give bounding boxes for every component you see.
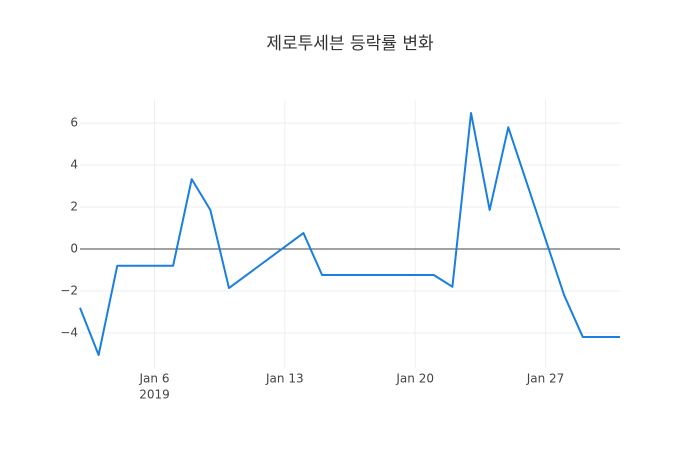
y-tick-label: 4 <box>70 158 78 172</box>
x-tick-label: Jan 27 <box>526 372 565 386</box>
x-year-label: 2019 <box>139 388 170 402</box>
chart-title: 제로투세븐 등락률 변화 <box>266 34 434 54</box>
y-tick-label: −4 <box>60 325 78 339</box>
x-tick-label: Jan 13 <box>265 372 304 386</box>
y-tick-label: 2 <box>70 200 78 214</box>
y-tick-label: 6 <box>70 116 78 130</box>
line <box>79 112 620 356</box>
y-tick-label: −2 <box>60 283 78 297</box>
x-tick-label: Jan 6 <box>139 372 170 386</box>
y-tick-label: 0 <box>70 242 78 256</box>
x-tick-label: Jan 20 <box>395 372 434 386</box>
